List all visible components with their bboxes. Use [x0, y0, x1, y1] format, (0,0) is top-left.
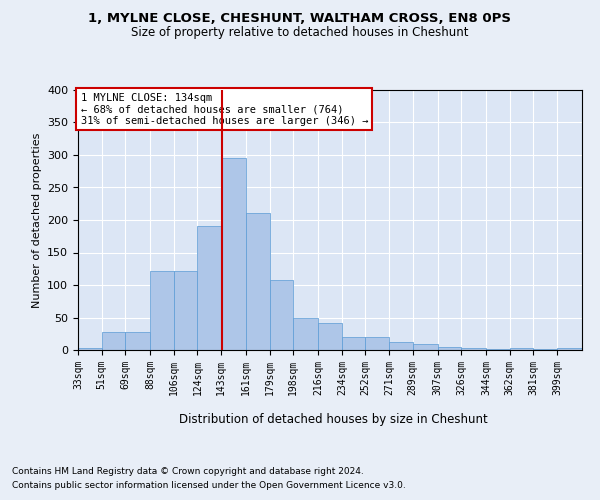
Text: Distribution of detached houses by size in Cheshunt: Distribution of detached houses by size … [179, 412, 487, 426]
Bar [413, 344, 437, 350]
Bar [269, 280, 293, 350]
Bar [557, 348, 582, 350]
Bar [125, 332, 150, 350]
Bar [78, 348, 101, 350]
Bar [101, 332, 125, 350]
Bar [174, 270, 197, 350]
Bar [150, 270, 174, 350]
Bar [342, 337, 365, 350]
Bar [510, 348, 533, 350]
Bar [246, 214, 269, 350]
Bar [461, 348, 486, 350]
Bar [437, 347, 461, 350]
Bar [318, 322, 342, 350]
Bar [389, 342, 413, 350]
Text: 1, MYLNE CLOSE, CHESHUNT, WALTHAM CROSS, EN8 0PS: 1, MYLNE CLOSE, CHESHUNT, WALTHAM CROSS,… [89, 12, 511, 26]
Y-axis label: Number of detached properties: Number of detached properties [32, 132, 41, 308]
Bar [365, 337, 389, 350]
Bar [221, 158, 246, 350]
Text: Size of property relative to detached houses in Cheshunt: Size of property relative to detached ho… [131, 26, 469, 39]
Text: 1 MYLNE CLOSE: 134sqm
← 68% of detached houses are smaller (764)
31% of semi-det: 1 MYLNE CLOSE: 134sqm ← 68% of detached … [80, 92, 368, 126]
Text: Contains public sector information licensed under the Open Government Licence v3: Contains public sector information licen… [12, 481, 406, 490]
Bar [293, 318, 318, 350]
Text: Contains HM Land Registry data © Crown copyright and database right 2024.: Contains HM Land Registry data © Crown c… [12, 468, 364, 476]
Bar [197, 226, 221, 350]
